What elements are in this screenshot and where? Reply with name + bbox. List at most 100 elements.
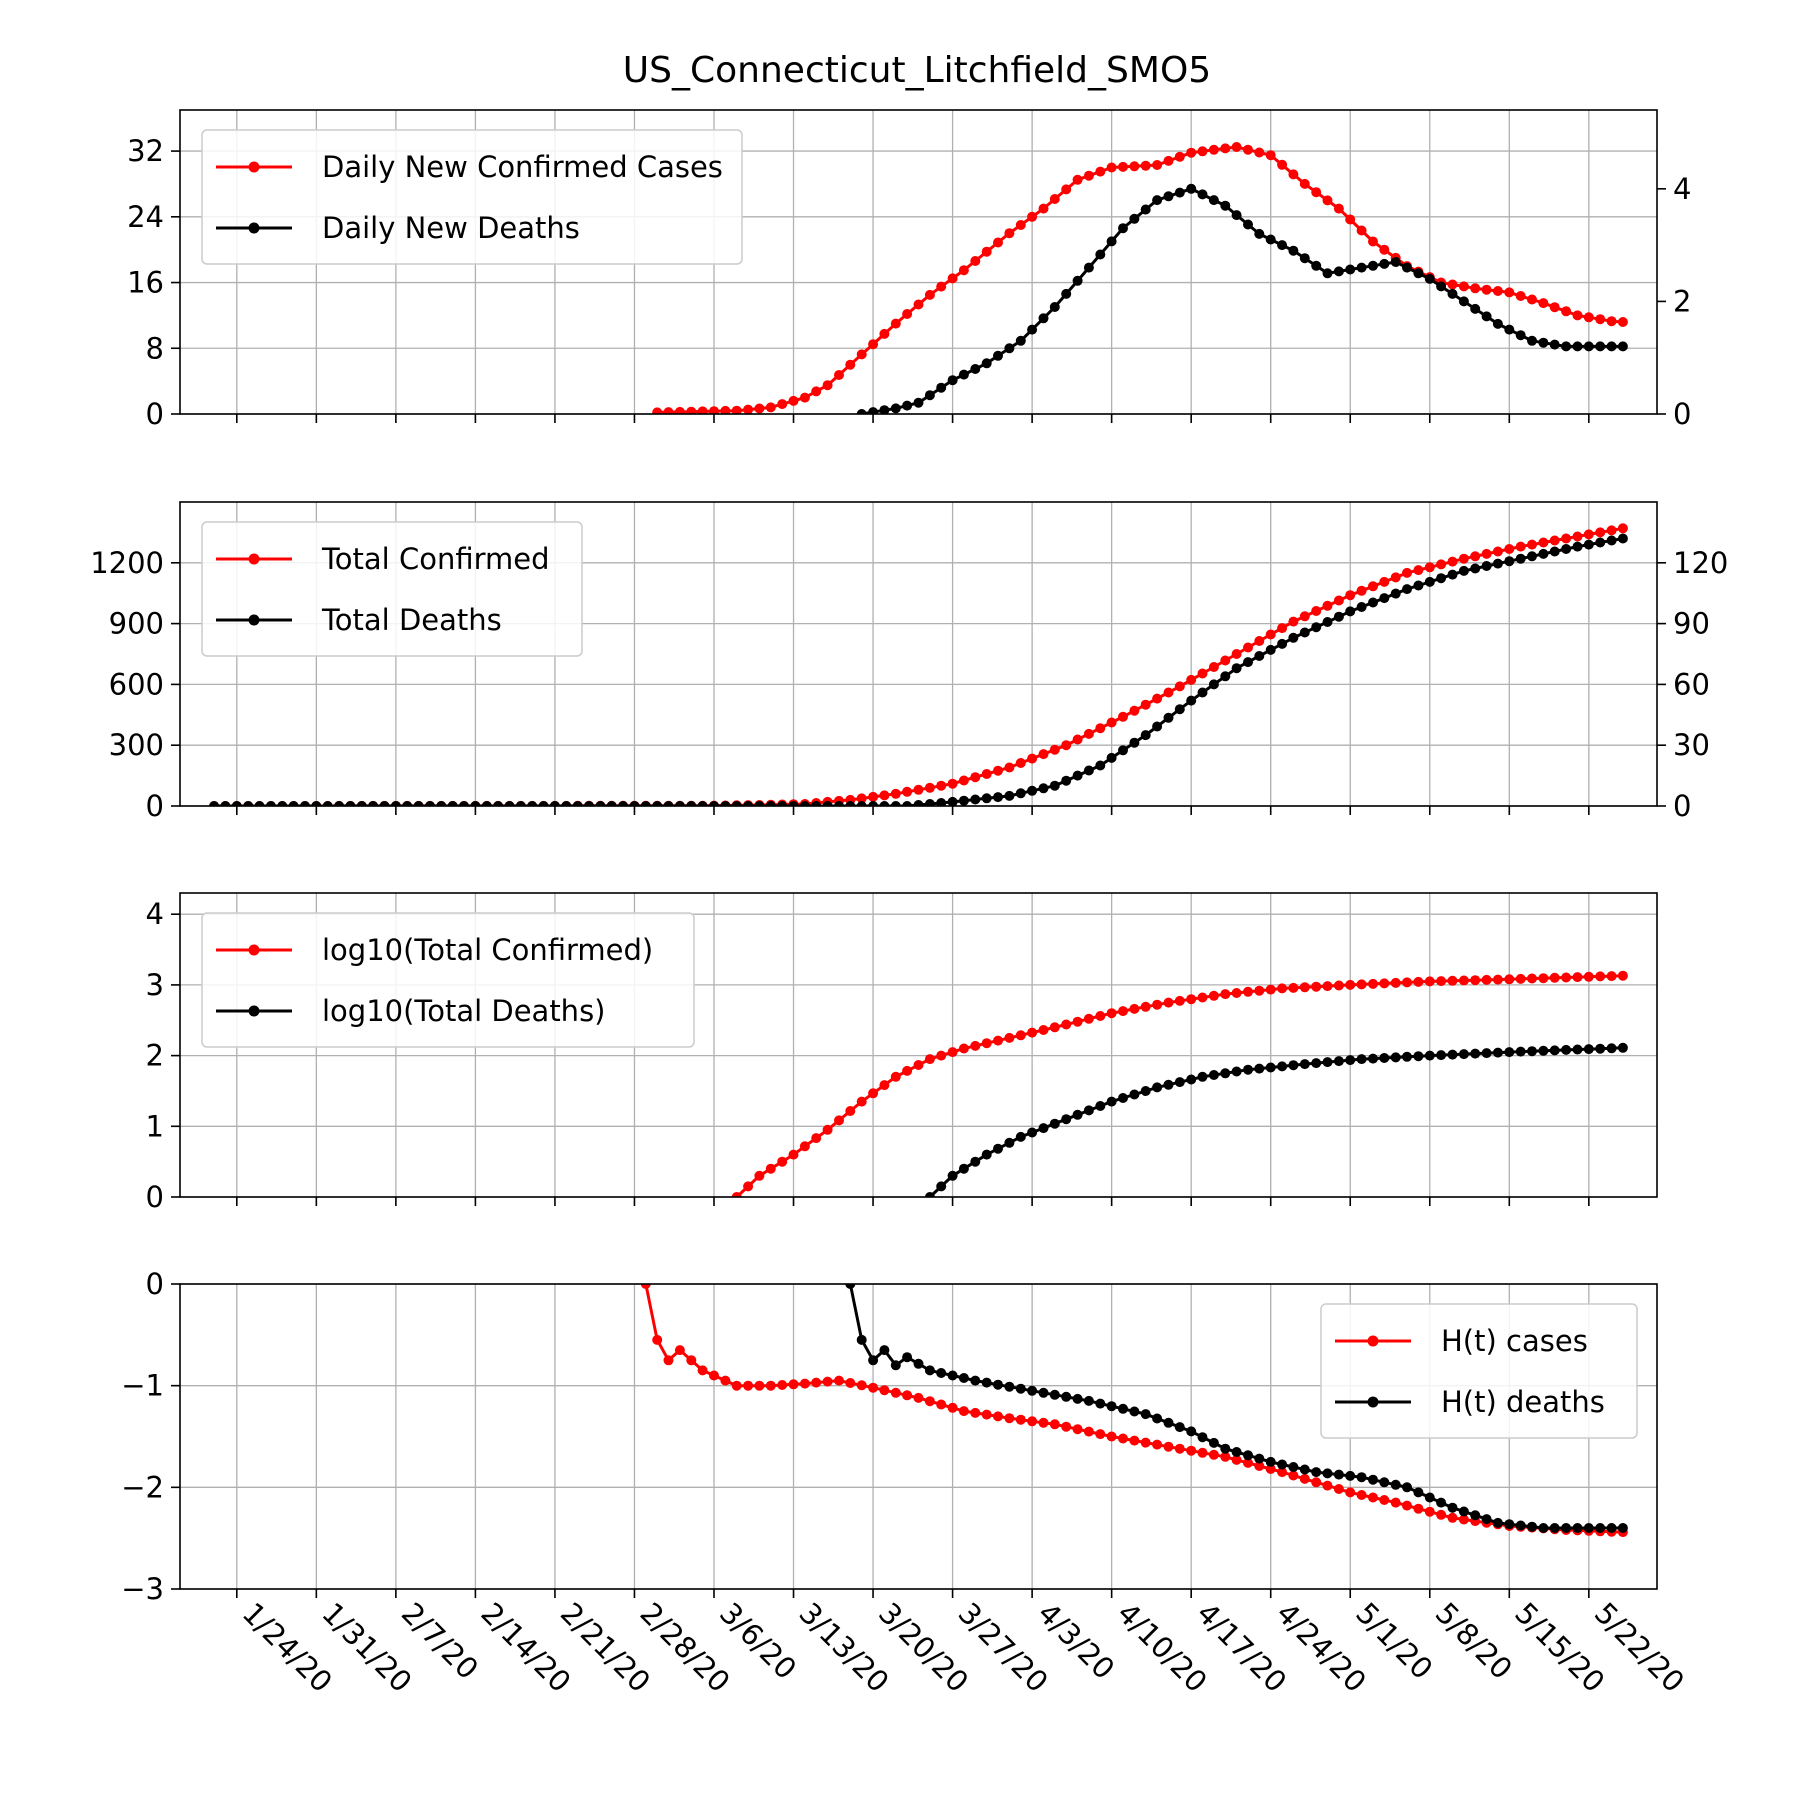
data-point xyxy=(1265,1062,1276,1073)
data-point xyxy=(1027,1027,1038,1038)
data-point xyxy=(1095,1429,1106,1440)
data-point xyxy=(1118,161,1128,172)
legend-marker xyxy=(248,222,260,234)
data-point xyxy=(618,801,629,806)
data-point xyxy=(1368,1053,1378,1064)
data-point xyxy=(754,801,765,806)
data-point xyxy=(1504,544,1515,554)
data-point xyxy=(663,801,674,806)
data-point xyxy=(1208,1437,1219,1448)
data-point xyxy=(1254,228,1265,239)
data-point xyxy=(1072,275,1083,286)
data-point xyxy=(1583,1523,1594,1533)
data-point xyxy=(1220,989,1231,1000)
data-point xyxy=(913,299,924,310)
legend: Daily New Confirmed Cases Daily New Death… xyxy=(201,129,743,265)
data-point xyxy=(970,1156,981,1167)
legend-marker xyxy=(248,161,260,173)
data-point xyxy=(1402,977,1412,988)
data-point xyxy=(1277,1467,1288,1478)
data-point xyxy=(754,1380,765,1391)
data-point xyxy=(936,1181,947,1192)
data-point xyxy=(1197,146,1208,157)
data-point xyxy=(936,1050,947,1061)
y-tick-label: 600 xyxy=(109,667,164,701)
data-point xyxy=(1492,286,1503,296)
data-point xyxy=(868,791,879,802)
data-point xyxy=(1208,1070,1219,1080)
data-point xyxy=(652,407,663,414)
data-point xyxy=(1186,1426,1197,1437)
data-point xyxy=(1436,281,1447,292)
series-line xyxy=(657,145,1624,414)
data-point xyxy=(1368,978,1378,989)
data-point xyxy=(629,801,640,806)
data-point xyxy=(1515,553,1526,564)
data-point xyxy=(856,801,867,806)
data-point xyxy=(822,1376,833,1387)
data-point xyxy=(958,1163,969,1174)
series-log-1 xyxy=(924,1042,1628,1197)
data-point xyxy=(1118,1006,1128,1017)
data-point xyxy=(1083,1426,1094,1437)
data-point xyxy=(1277,1061,1288,1072)
data-point xyxy=(1481,561,1492,571)
data-point xyxy=(845,1106,856,1116)
data-point xyxy=(1083,262,1094,273)
data-point xyxy=(1197,1447,1208,1458)
data-point xyxy=(1061,1421,1072,1432)
data-point xyxy=(674,406,685,414)
data-point xyxy=(1186,674,1197,685)
data-point xyxy=(1606,341,1617,352)
data-point xyxy=(890,1360,901,1371)
data-point xyxy=(834,1375,844,1386)
data-point xyxy=(1595,1523,1606,1533)
data-point xyxy=(1186,1074,1197,1085)
series-daily-1 xyxy=(856,183,1628,414)
data-point xyxy=(777,1156,788,1167)
data-point xyxy=(1436,1509,1447,1520)
data-point xyxy=(765,1163,776,1174)
data-point xyxy=(1015,1131,1026,1142)
data-point xyxy=(947,796,958,806)
data-point xyxy=(902,786,913,797)
data-point xyxy=(265,801,276,806)
y-tick-label: 0 xyxy=(146,1267,164,1301)
data-point xyxy=(743,801,754,806)
data-point xyxy=(1208,662,1219,672)
data-point xyxy=(1617,970,1628,981)
y-tick-label: 0 xyxy=(146,789,164,823)
data-point xyxy=(1481,284,1492,295)
data-point xyxy=(1504,1519,1515,1530)
data-point xyxy=(1254,1453,1265,1464)
data-point xyxy=(1152,160,1163,170)
data-point xyxy=(345,801,356,806)
data-point xyxy=(1527,973,1537,984)
data-point xyxy=(1208,144,1219,155)
axes-frame xyxy=(179,892,1658,1198)
data-point xyxy=(311,801,322,806)
data-point xyxy=(856,1380,867,1391)
data-point xyxy=(731,405,742,414)
data-point xyxy=(1458,281,1469,292)
data-point xyxy=(913,1392,924,1403)
data-point xyxy=(1356,979,1367,990)
y2-tick-label: 60 xyxy=(1673,667,1710,701)
data-point xyxy=(1186,1445,1197,1456)
data-point xyxy=(1288,1060,1299,1071)
data-point xyxy=(811,386,822,397)
data-point xyxy=(1118,1403,1128,1414)
data-point xyxy=(1424,576,1435,587)
legend-marker xyxy=(248,1005,260,1017)
data-point xyxy=(493,801,504,806)
data-point xyxy=(834,801,844,806)
data-point xyxy=(652,801,663,806)
data-point xyxy=(1299,611,1310,622)
data-point xyxy=(1413,268,1424,279)
data-point xyxy=(868,1088,879,1099)
data-point xyxy=(1015,1030,1026,1041)
legend-marker xyxy=(1367,1396,1379,1408)
data-point xyxy=(958,369,969,380)
data-point xyxy=(1038,203,1049,214)
data-point xyxy=(1402,584,1412,595)
